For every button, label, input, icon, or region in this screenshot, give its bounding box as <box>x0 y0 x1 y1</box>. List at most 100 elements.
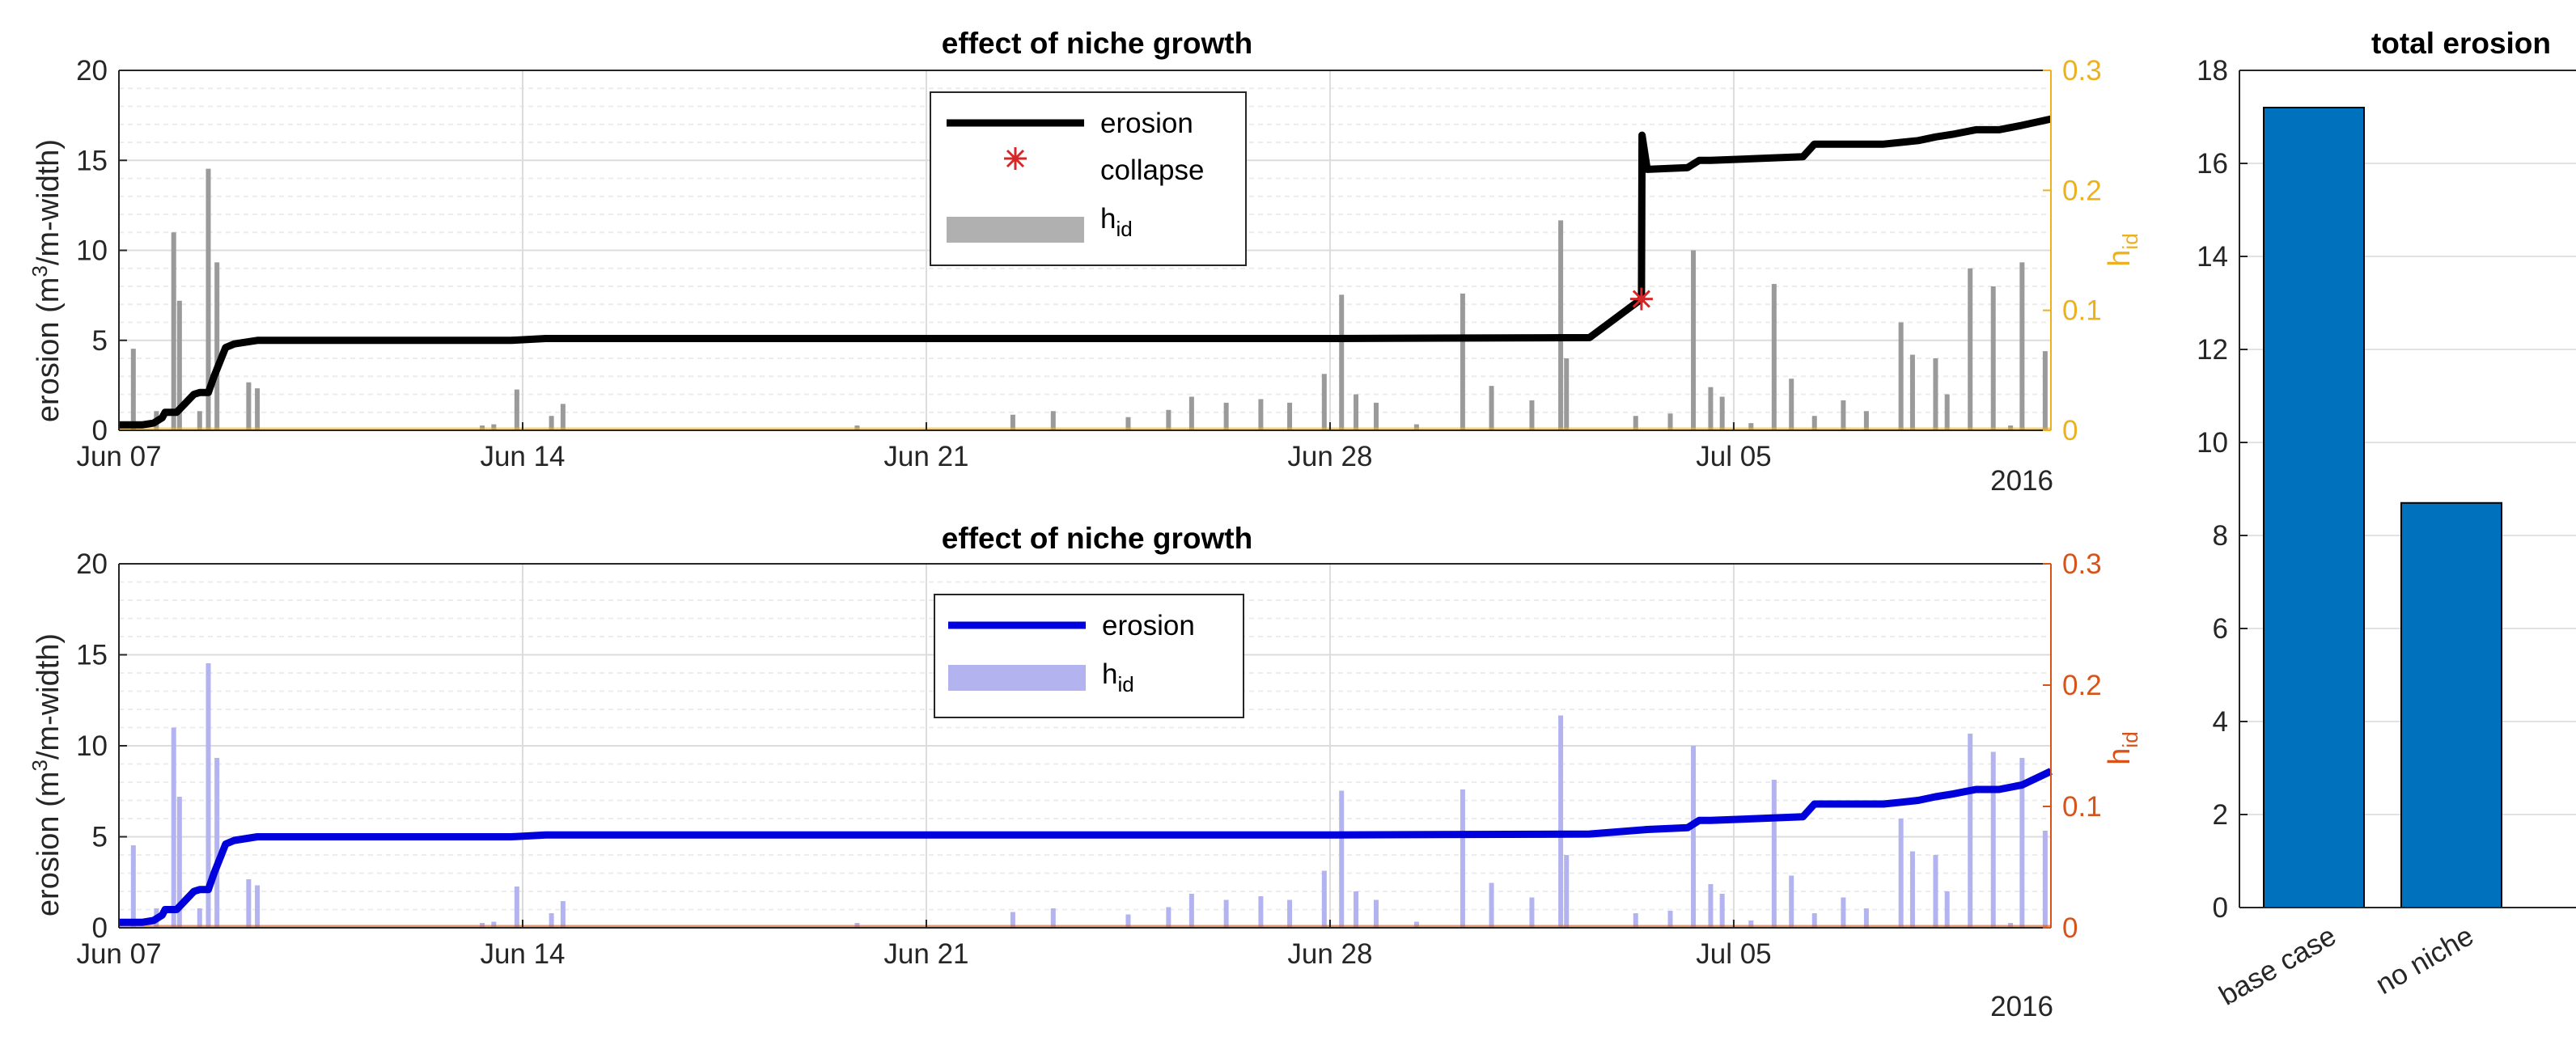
y-tick-label: 20 <box>76 55 108 87</box>
hid-bar <box>1321 870 1327 928</box>
hid-bar <box>1258 399 1264 430</box>
hid-bar <box>1789 875 1794 928</box>
hid-bar <box>1667 413 1673 430</box>
x-tick-label: Jun 14 <box>480 441 565 472</box>
legend-hid-label: hid <box>1100 203 1133 241</box>
panel-bottom-y-axis-label: erosion (m3/m-width) <box>28 633 66 916</box>
hid-bar <box>171 232 176 430</box>
hid-bar <box>1460 293 1465 430</box>
y2-tick-label: 0.1 <box>2062 791 2102 823</box>
hid-bar <box>1863 411 1869 430</box>
y-tick-label: 15 <box>76 145 108 176</box>
hid-bar <box>1968 734 1973 928</box>
bar-category-label: no niche <box>2371 920 2479 1001</box>
hid-bar <box>1968 268 1973 430</box>
hid-bar <box>1789 379 1794 430</box>
y2-tick-label: 0.2 <box>2062 670 2102 701</box>
panel-bottom-hid-bars <box>119 663 2051 928</box>
y-tick-label: 0 <box>92 912 108 944</box>
hid-bar <box>1841 400 1846 430</box>
hid-bar <box>1010 912 1015 928</box>
y-tick-label: 5 <box>92 325 108 357</box>
hid-bar <box>1811 913 1817 928</box>
panel-top-hid-bars <box>119 168 2051 430</box>
hid-bar <box>1771 284 1777 430</box>
hid-bar <box>1223 402 1229 430</box>
hid-bar <box>1564 358 1570 430</box>
legend-hid-label: hid <box>1102 658 1134 696</box>
panel-top-y2-axis-label: hid <box>2103 233 2142 266</box>
hid-bar <box>1339 294 1345 430</box>
hid-bar <box>1050 411 1056 430</box>
hid-bar <box>1719 396 1725 430</box>
total-erosion-bar <box>2263 107 2365 908</box>
hid-bar <box>1748 920 1754 928</box>
hid-bar <box>1633 416 1638 430</box>
collapse-marker <box>1629 287 1653 311</box>
hid-bar <box>1354 891 1359 928</box>
hid-bar <box>1321 374 1327 430</box>
panel-bottom-legend: erosion hid <box>934 594 1244 718</box>
x-tick-label: Jun 14 <box>480 938 565 970</box>
panel-top-year-label: 2016 <box>1990 465 2053 497</box>
hid-bar <box>1748 423 1754 430</box>
panel-top: effect of niche growth 0 5 10 15 20 0 0.1 0.2 0.… <box>28 27 2142 497</box>
hid-bar <box>255 388 261 430</box>
hid-bar <box>205 663 211 928</box>
hid-bar <box>1944 394 1950 430</box>
bar-y-tick-label: 16 <box>2197 148 2228 180</box>
hid-bar <box>1460 789 1465 928</box>
bar-y-tick-label: 8 <box>2213 520 2228 552</box>
x-tick-label: Jun 28 <box>1287 938 1372 970</box>
hid-bar <box>1413 921 1419 928</box>
hid-bar <box>1719 894 1725 928</box>
hid-bar <box>197 908 202 928</box>
panel-top-legend: erosion collapse hid <box>930 91 1247 266</box>
bar-y-tick-label: 4 <box>2213 706 2228 738</box>
hid-bar <box>1287 402 1293 430</box>
hid-bar <box>205 168 211 430</box>
x-tick-label: Jun 07 <box>76 938 161 970</box>
y-tick-label: 15 <box>76 640 108 671</box>
panel-total-erosion-title: total erosion <box>2371 27 2551 60</box>
y2-tick-label: 0 <box>2062 912 2078 944</box>
hid-bar <box>1166 409 1171 430</box>
y-tick-label: 20 <box>76 548 108 580</box>
hid-bar <box>1933 855 1938 928</box>
x-tick-label: Jun 21 <box>883 441 968 472</box>
panel-top-erosion-series <box>119 115 2052 429</box>
hid-bar <box>1489 882 1494 928</box>
hid-bar <box>1990 286 1996 430</box>
hid-bar <box>171 727 176 928</box>
x-tick-label: Jun 07 <box>76 441 161 472</box>
legend-erosion-label: erosion <box>1102 610 1195 641</box>
hid-bar <box>1691 746 1697 928</box>
bar-category-label: base case <box>2214 920 2341 1012</box>
hid-bar <box>1413 424 1419 430</box>
hid-bar <box>514 389 519 430</box>
y-tick-label: 0 <box>92 415 108 446</box>
x-tick-label: Jul 05 <box>1696 938 1771 970</box>
hid-bar <box>549 913 554 928</box>
y2-tick-label: 0.2 <box>2062 175 2102 206</box>
y2-tick-label: 0.3 <box>2062 548 2102 580</box>
hid-bar <box>1339 790 1345 928</box>
hid-bar <box>1990 751 1996 928</box>
hid-bar <box>1373 899 1379 928</box>
hid-bar <box>214 758 220 928</box>
hid-bar <box>1258 896 1264 928</box>
hid-bar <box>2042 351 2048 430</box>
hid-bar <box>560 901 566 928</box>
hid-bar <box>1188 894 1194 928</box>
bar-y-tick-label: 12 <box>2197 334 2228 366</box>
bar-y-tick-label: 2 <box>2213 799 2228 831</box>
hid-bar <box>1944 891 1950 928</box>
hid-bar <box>1050 908 1056 928</box>
x-tick-label: Jun 28 <box>1287 441 1372 472</box>
hid-bar <box>1010 414 1015 430</box>
hid-bar <box>255 885 261 928</box>
hid-bar <box>246 879 252 928</box>
hid-bar <box>1909 851 1915 928</box>
y2-tick-label: 0.3 <box>2062 55 2102 87</box>
